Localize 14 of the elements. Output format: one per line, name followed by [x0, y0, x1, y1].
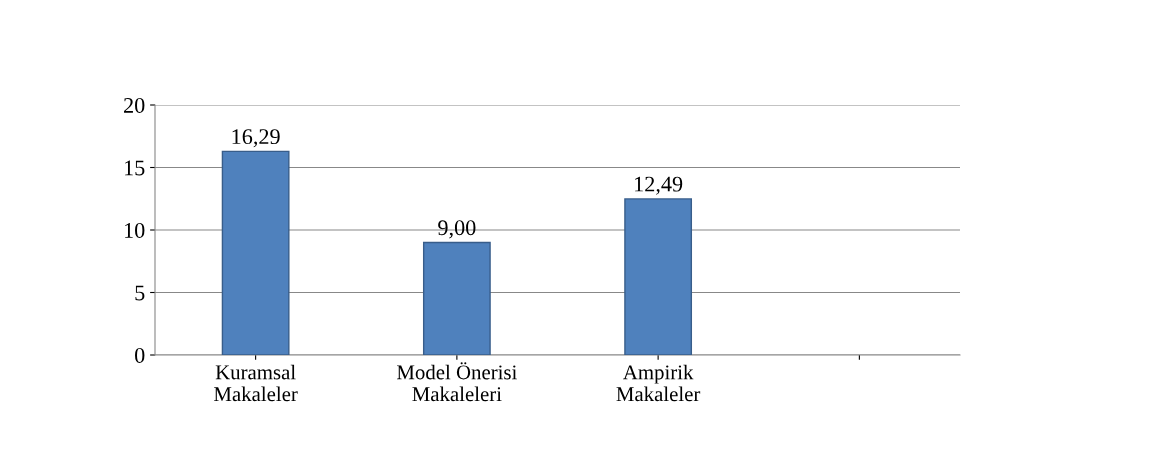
x-tick-label: Model Önerisi Makaleleri: [397, 362, 517, 402]
y-tick-label: 10: [125, 222, 145, 238]
y-tick-label: 0: [135, 347, 145, 363]
y-tick-label: 20: [124, 97, 145, 113]
data-label: 9,00: [438, 220, 476, 239]
x-tick-label: Ampirik Makaleler: [616, 364, 701, 402]
bar: [221, 150, 290, 355]
data-label: 16,29: [232, 129, 280, 148]
bar: [422, 241, 491, 355]
y-tick-label: 15: [125, 160, 145, 176]
data-label: 12,49: [635, 176, 683, 195]
bar: [624, 198, 693, 355]
y-tick-label: 5: [135, 285, 145, 301]
x-tick-label: Kuramsal Makaleler: [214, 364, 298, 402]
